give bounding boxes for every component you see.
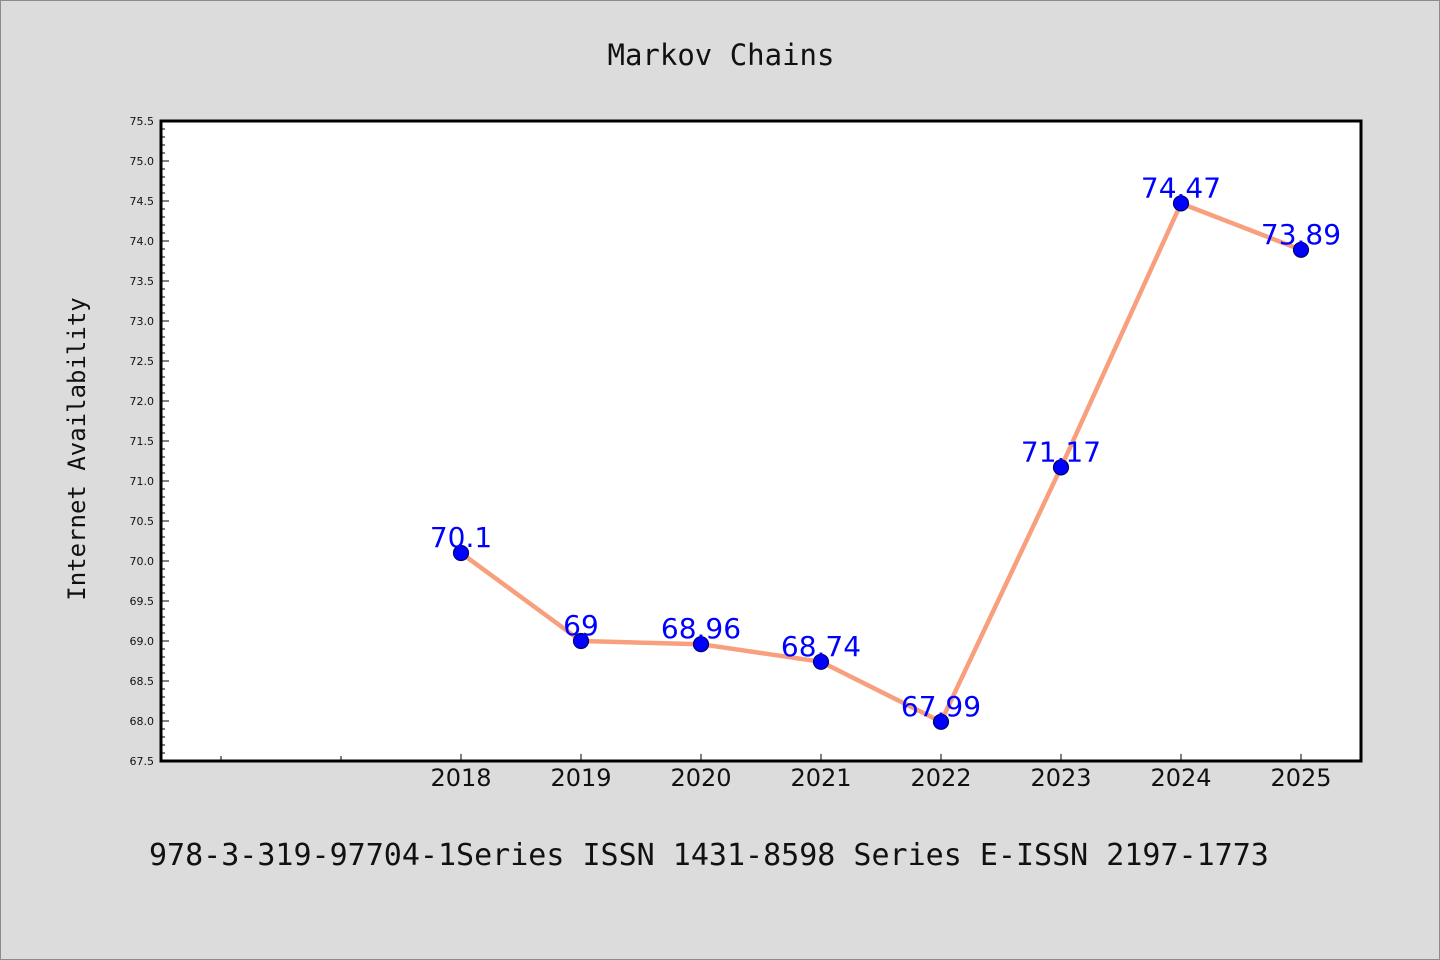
data-point bbox=[932, 713, 950, 730]
data-label: 74.47 bbox=[1141, 171, 1221, 204]
data-label: 67.99 bbox=[901, 690, 981, 723]
series-layer: 70.1 69 68.96 68.74 67.99 71.17 74.47 73.89 bbox=[430, 171, 1341, 730]
y-tick-label: 73.0 bbox=[130, 315, 155, 328]
footer-isbn-text: 978-3-319-97704-1Series ISSN 1431-8598 S… bbox=[149, 838, 1269, 873]
y-tick-label: 72.5 bbox=[130, 355, 155, 368]
y-tick-label: 73.5 bbox=[130, 275, 155, 288]
y-tick-label: 70.0 bbox=[130, 555, 155, 568]
y-axis-label: Internet Availability bbox=[63, 297, 91, 600]
y-tick-label: 74.5 bbox=[130, 195, 155, 208]
data-point bbox=[812, 653, 830, 670]
data-label: 73.89 bbox=[1261, 218, 1341, 251]
y-tick-label: 75.5 bbox=[130, 115, 155, 128]
y-tick-label: 69.0 bbox=[130, 635, 155, 648]
data-point bbox=[1052, 459, 1070, 476]
x-tick-label: 2022 bbox=[910, 764, 971, 792]
y-tick-label: 75.0 bbox=[130, 155, 155, 168]
y-tick-label: 69.5 bbox=[130, 595, 155, 608]
data-label: 68.74 bbox=[781, 630, 861, 663]
y-tick-label: 74.0 bbox=[130, 235, 155, 248]
plot-frame bbox=[159, 119, 1363, 763]
plot-area bbox=[161, 121, 1361, 761]
x-tick-label: 2019 bbox=[550, 764, 611, 792]
data-point bbox=[1172, 195, 1190, 212]
data-label: 71.17 bbox=[1021, 435, 1101, 468]
x-tick-label: 2025 bbox=[1270, 764, 1331, 792]
data-point bbox=[572, 632, 590, 650]
x-tick-label: 2021 bbox=[790, 764, 851, 792]
chart-title: Markov Chains bbox=[608, 38, 835, 72]
y-tick-label: 71.5 bbox=[130, 435, 155, 448]
x-tick-label: 2018 bbox=[430, 764, 491, 792]
y-tick-label: 68.0 bbox=[130, 715, 155, 728]
y-tick-label: 72.0 bbox=[130, 395, 155, 408]
y-tick-label: 71.0 bbox=[130, 475, 155, 488]
data-point bbox=[452, 544, 470, 562]
y-tick-label: 67.5 bbox=[130, 755, 155, 768]
data-point bbox=[692, 636, 710, 653]
x-axis: 2018 2019 2020 2021 2022 2023 2024 2025 bbox=[220, 754, 1332, 792]
data-point bbox=[1292, 241, 1310, 258]
y-tick-label: 70.5 bbox=[130, 515, 155, 528]
x-tick-label: 2023 bbox=[1030, 764, 1091, 792]
data-label: 70.1 bbox=[430, 521, 492, 554]
x-tick-label: 2024 bbox=[1150, 764, 1211, 792]
series-line bbox=[458, 201, 1304, 725]
y-tick-label: 68.5 bbox=[130, 675, 155, 688]
x-tick-label: 2020 bbox=[670, 764, 731, 792]
data-label: 68.96 bbox=[661, 612, 741, 645]
data-label: 69 bbox=[563, 609, 599, 642]
